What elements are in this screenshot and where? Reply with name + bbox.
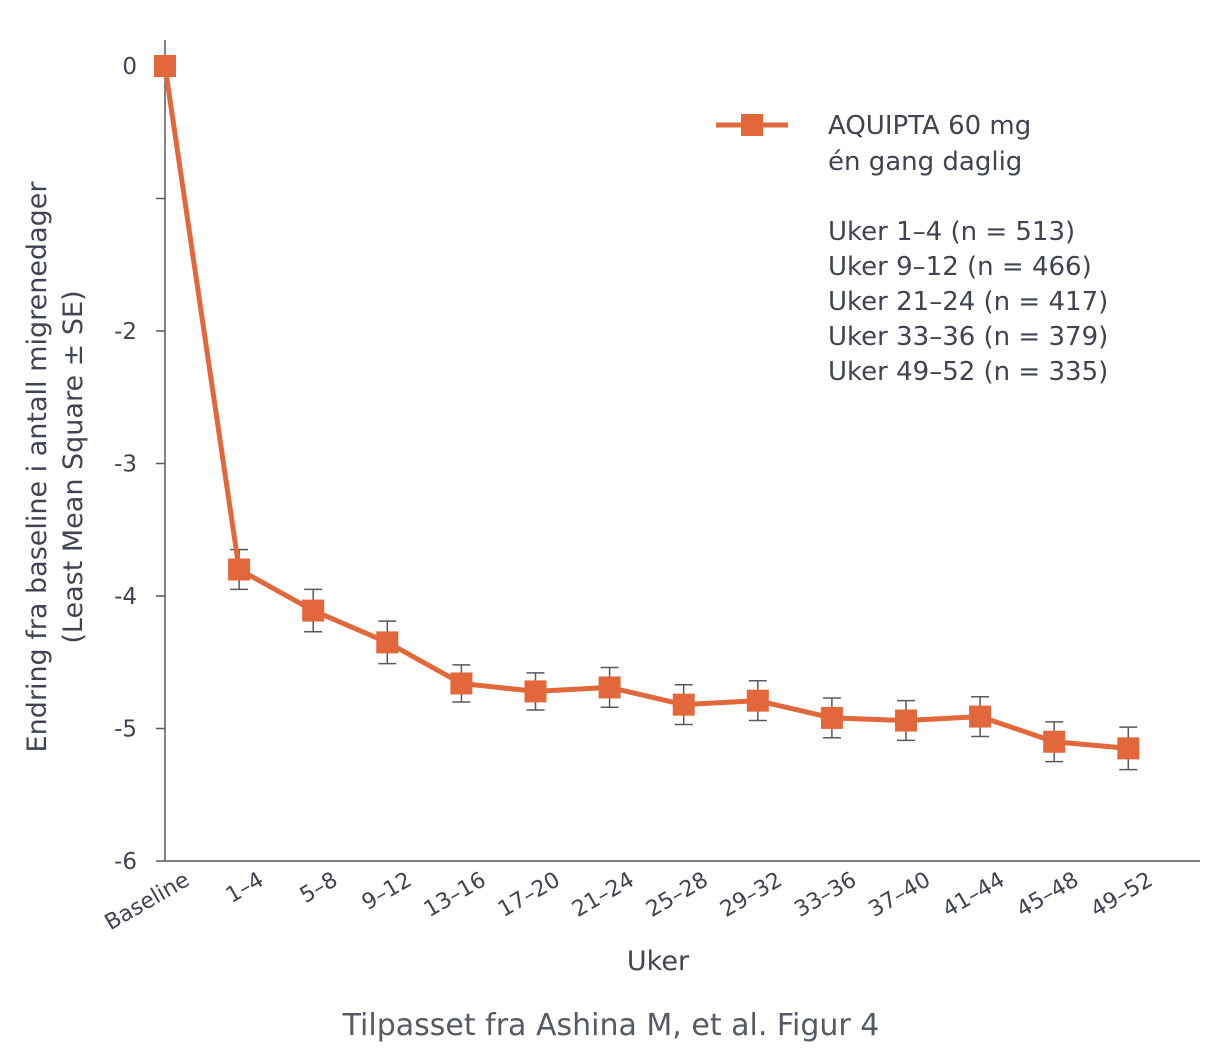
legend-n-line-2: Uker 9–12 (n = 466) — [828, 252, 1092, 282]
x-tick-label: 17–20 — [494, 868, 565, 923]
y-tick-label: -2 — [114, 319, 137, 345]
legend-n-line-1: Uker 1–4 (n = 513) — [828, 217, 1075, 247]
x-tick-label: 37–40 — [864, 868, 935, 923]
x-tick-label: 45–48 — [1013, 868, 1084, 923]
data-point — [1043, 730, 1066, 753]
y-tick-label: 0 — [122, 54, 137, 80]
x-tick-label: Baseline — [101, 868, 194, 936]
data-point — [1117, 737, 1140, 760]
x-tick-label: 41–44 — [939, 868, 1010, 923]
legend-marker — [741, 114, 763, 136]
legend-n-line-3: Uker 21–24 (n = 417) — [828, 287, 1108, 317]
y-axis-title-line2: (Least Mean Square ± SE) — [58, 290, 89, 643]
y-axis-ticks: 0 -2 -3 -4 -5 -6 — [114, 54, 165, 875]
data-point — [376, 631, 399, 654]
legend-series-label-line1: AQUIPTA 60 mg — [828, 111, 1031, 141]
source-note: Tilpasset fra Ashina M, et al. Figur 4 — [342, 1008, 880, 1043]
x-tick-label: 9–12 — [358, 868, 416, 916]
x-tick-label: 21–24 — [568, 868, 639, 923]
series-layer — [154, 55, 1140, 771]
y-axis-title-line1: Endring fra baseline i antall migrenedag… — [22, 181, 53, 753]
data-point — [746, 689, 769, 712]
data-point — [524, 680, 547, 703]
x-tick-label: 1–4 — [222, 868, 268, 909]
data-point — [302, 599, 325, 622]
x-axis-title: Uker — [627, 946, 690, 977]
data-point — [895, 709, 917, 732]
x-tick-label: 29–32 — [716, 868, 787, 923]
y-tick-label: -3 — [114, 452, 137, 478]
x-tick-label: 25–28 — [642, 868, 713, 923]
x-axis-ticks: Baseline 1–4 5–8 9–12 13–16 17–20 21–24 25–28 29… — [101, 868, 1158, 936]
legend: AQUIPTA 60 mg én gang daglig Uker 1–4 (n… — [716, 111, 1108, 387]
legend-n-line-5: Uker 49–52 (n = 335) — [828, 357, 1108, 387]
y-tick-label: -5 — [114, 717, 137, 743]
series-line — [162, 65, 1129, 751]
data-point — [672, 693, 695, 716]
x-tick-label: 13–16 — [420, 868, 491, 923]
data-point — [154, 55, 176, 77]
x-tick-label: 49–52 — [1087, 868, 1158, 923]
axes — [164, 40, 1200, 862]
data-point — [820, 706, 843, 729]
data-point — [228, 558, 251, 581]
data-point — [598, 676, 621, 699]
data-point — [969, 705, 992, 728]
y-tick-label: -6 — [114, 849, 137, 875]
x-tick-label: 33–36 — [790, 868, 861, 923]
y-tick-label: -4 — [114, 584, 137, 610]
data-point — [450, 672, 473, 695]
x-tick-label: 5–8 — [296, 868, 342, 909]
legend-n-line-4: Uker 33–36 (n = 379) — [828, 322, 1108, 352]
legend-series-label-line2: én gang daglig — [828, 147, 1022, 177]
